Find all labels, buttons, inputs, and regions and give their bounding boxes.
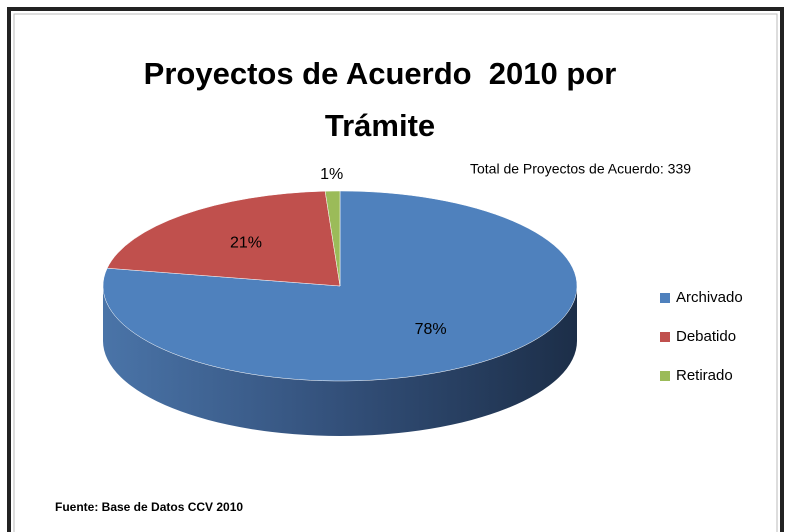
data-label: 78% xyxy=(415,321,447,338)
legend-label: Archivado xyxy=(676,289,743,306)
plot-border xyxy=(13,13,778,532)
source-note: Fuente: Base de Datos CCV 2010 xyxy=(55,500,243,514)
slice-side xyxy=(103,286,577,436)
slice xyxy=(106,190,341,287)
chart-title: Proyectos de Acuerdo 2010 por Trámite xyxy=(143,56,625,143)
legend-label: Debatido xyxy=(676,328,736,345)
legend-swatch xyxy=(660,371,670,381)
legend-swatch xyxy=(660,293,670,303)
slice xyxy=(324,190,341,287)
data-label: 1% xyxy=(320,166,343,183)
legend-label: Retirado xyxy=(676,367,733,384)
annotation: Total de Proyectos de Acuerdo: 339 xyxy=(470,161,691,177)
legend-swatch xyxy=(660,332,670,342)
data-label: 21% xyxy=(230,234,262,251)
